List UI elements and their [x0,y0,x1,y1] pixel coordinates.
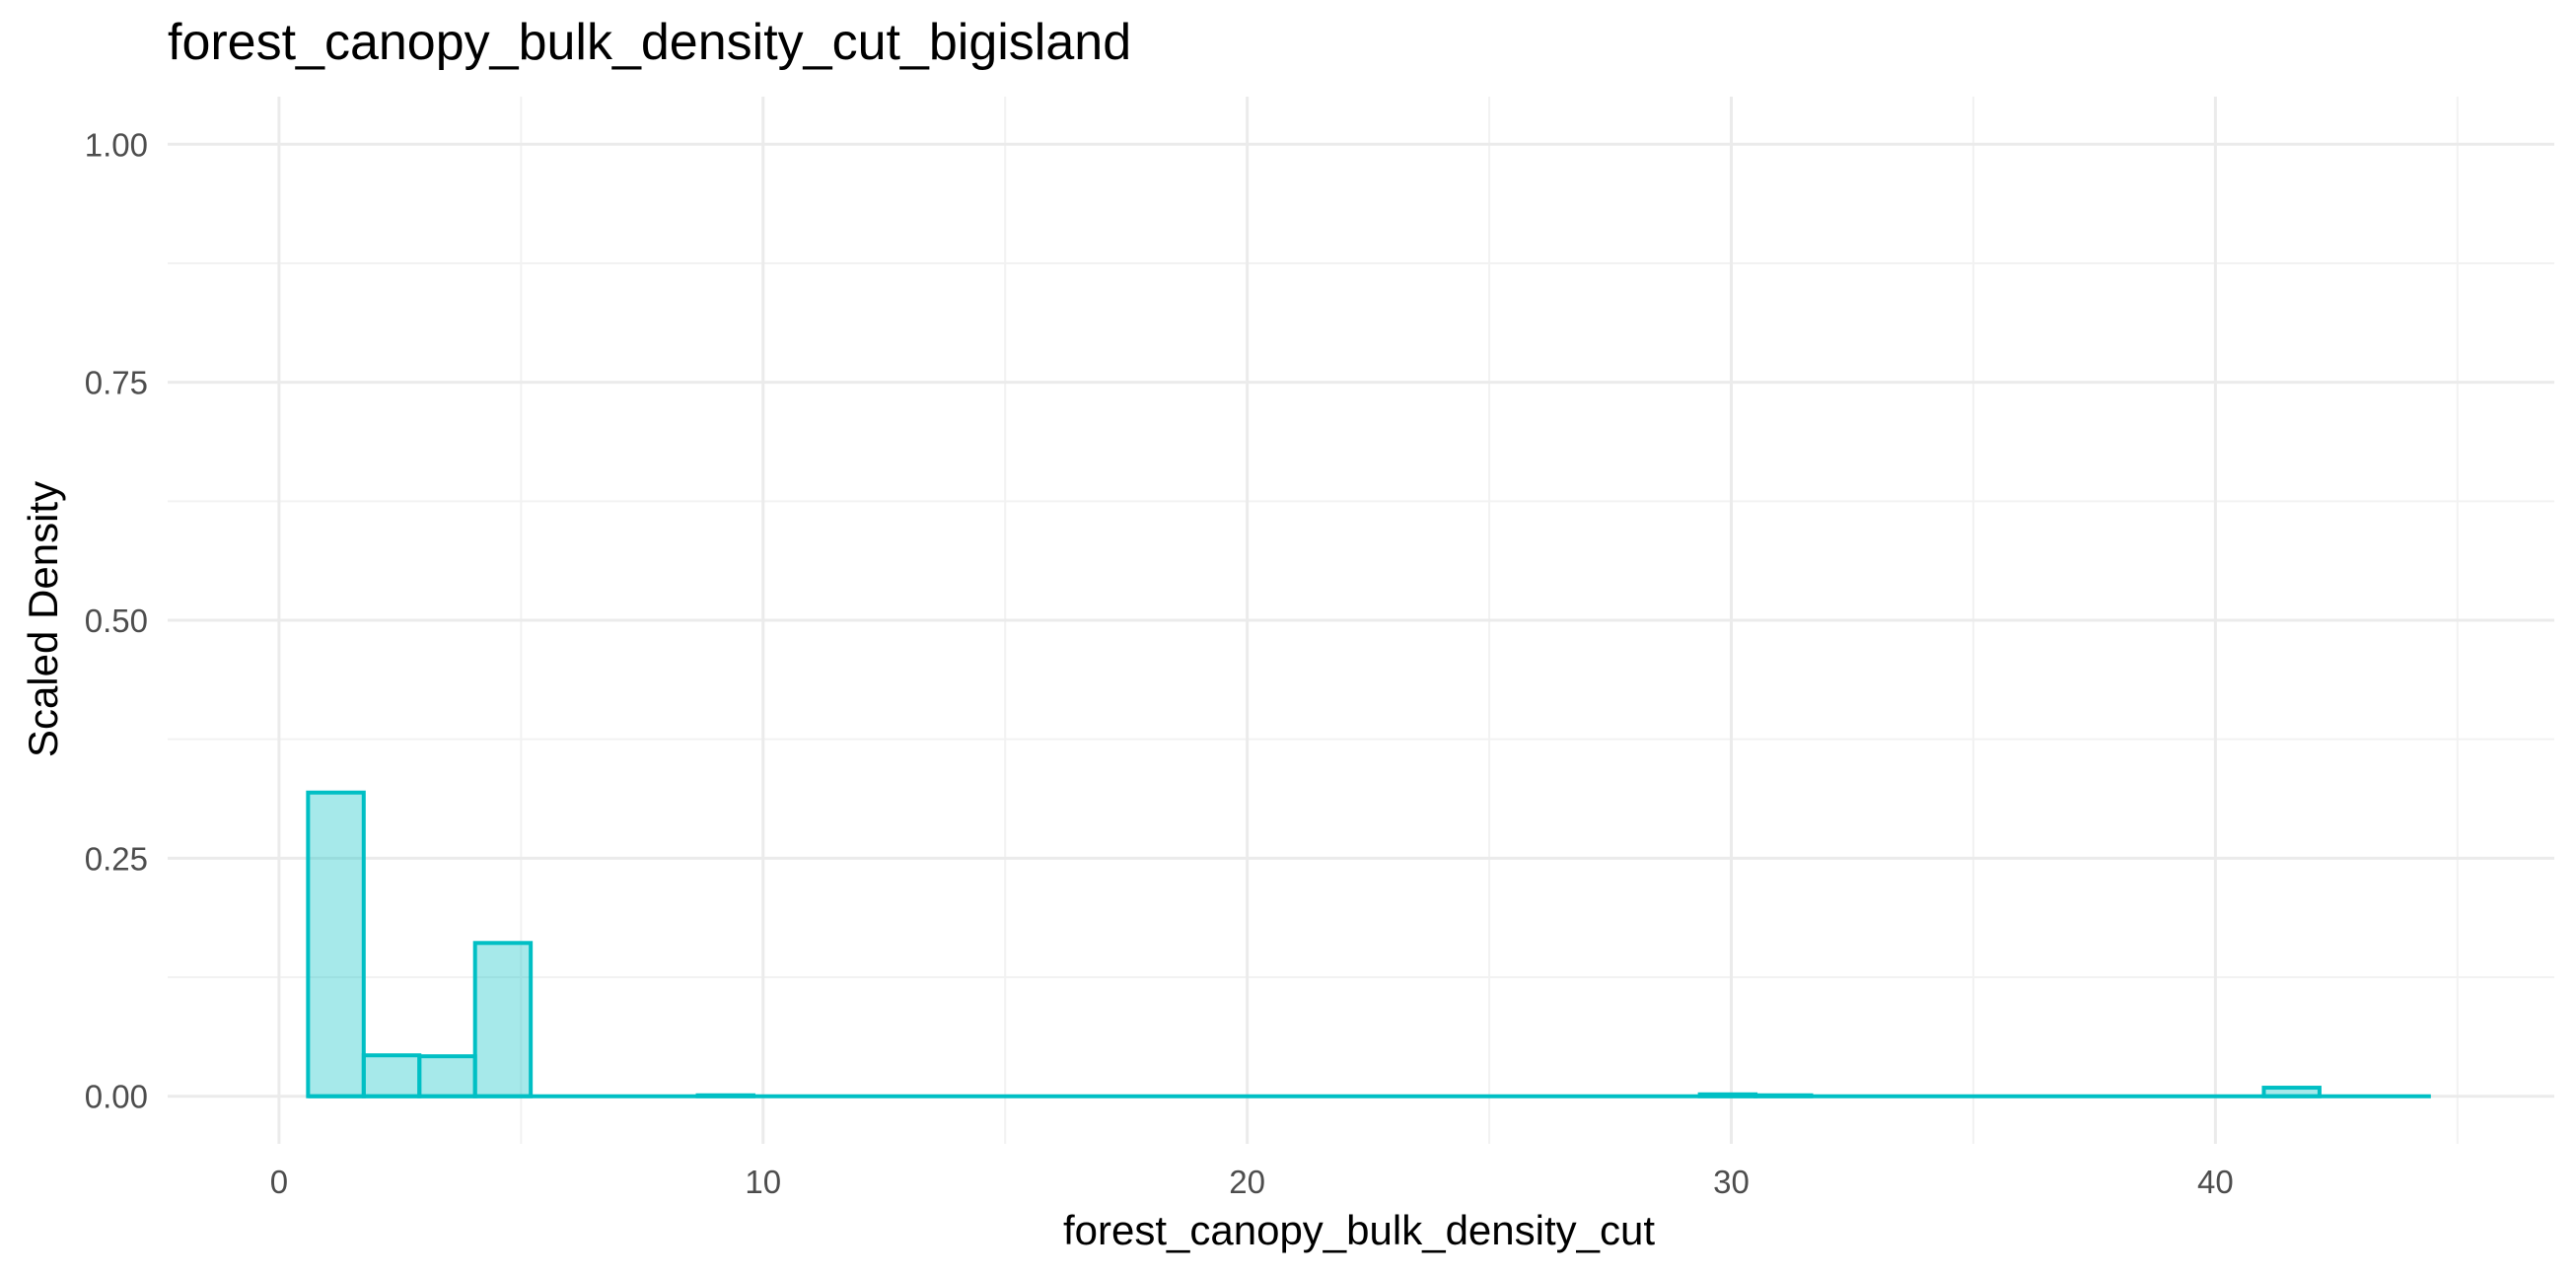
x-tick-label: 10 [745,1164,781,1200]
grid [168,97,2554,1144]
histogram-bar [472,941,534,1098]
histogram-bar [306,790,366,1098]
x-axis-title: forest_canopy_bulk_density_cut [1063,1207,1655,1253]
x-tick-label: 40 [2197,1164,2234,1200]
y-axis-title: Scaled Density [20,481,66,757]
histogram-bar [417,1054,477,1098]
histogram-bars [306,790,2322,1098]
y-tick-label: 0.00 [85,1079,148,1115]
chart-title: forest_canopy_bulk_density_cut_bigisland [168,14,1131,71]
histogram-bar [361,1053,422,1098]
x-tick-label: 0 [270,1164,288,1200]
y-tick-label: 0.50 [85,602,148,639]
y-tick-label: 1.00 [85,126,148,163]
x-tick-label: 20 [1229,1164,1265,1200]
y-tick-label: 0.75 [85,365,148,401]
y-axis-tick-labels: 0.00 0.25 0.50 0.75 1.00 [85,126,148,1114]
x-axis-tick-labels: 0 10 20 30 40 [270,1164,2234,1200]
x-tick-label: 30 [1713,1164,1750,1200]
y-tick-label: 0.25 [85,840,148,877]
